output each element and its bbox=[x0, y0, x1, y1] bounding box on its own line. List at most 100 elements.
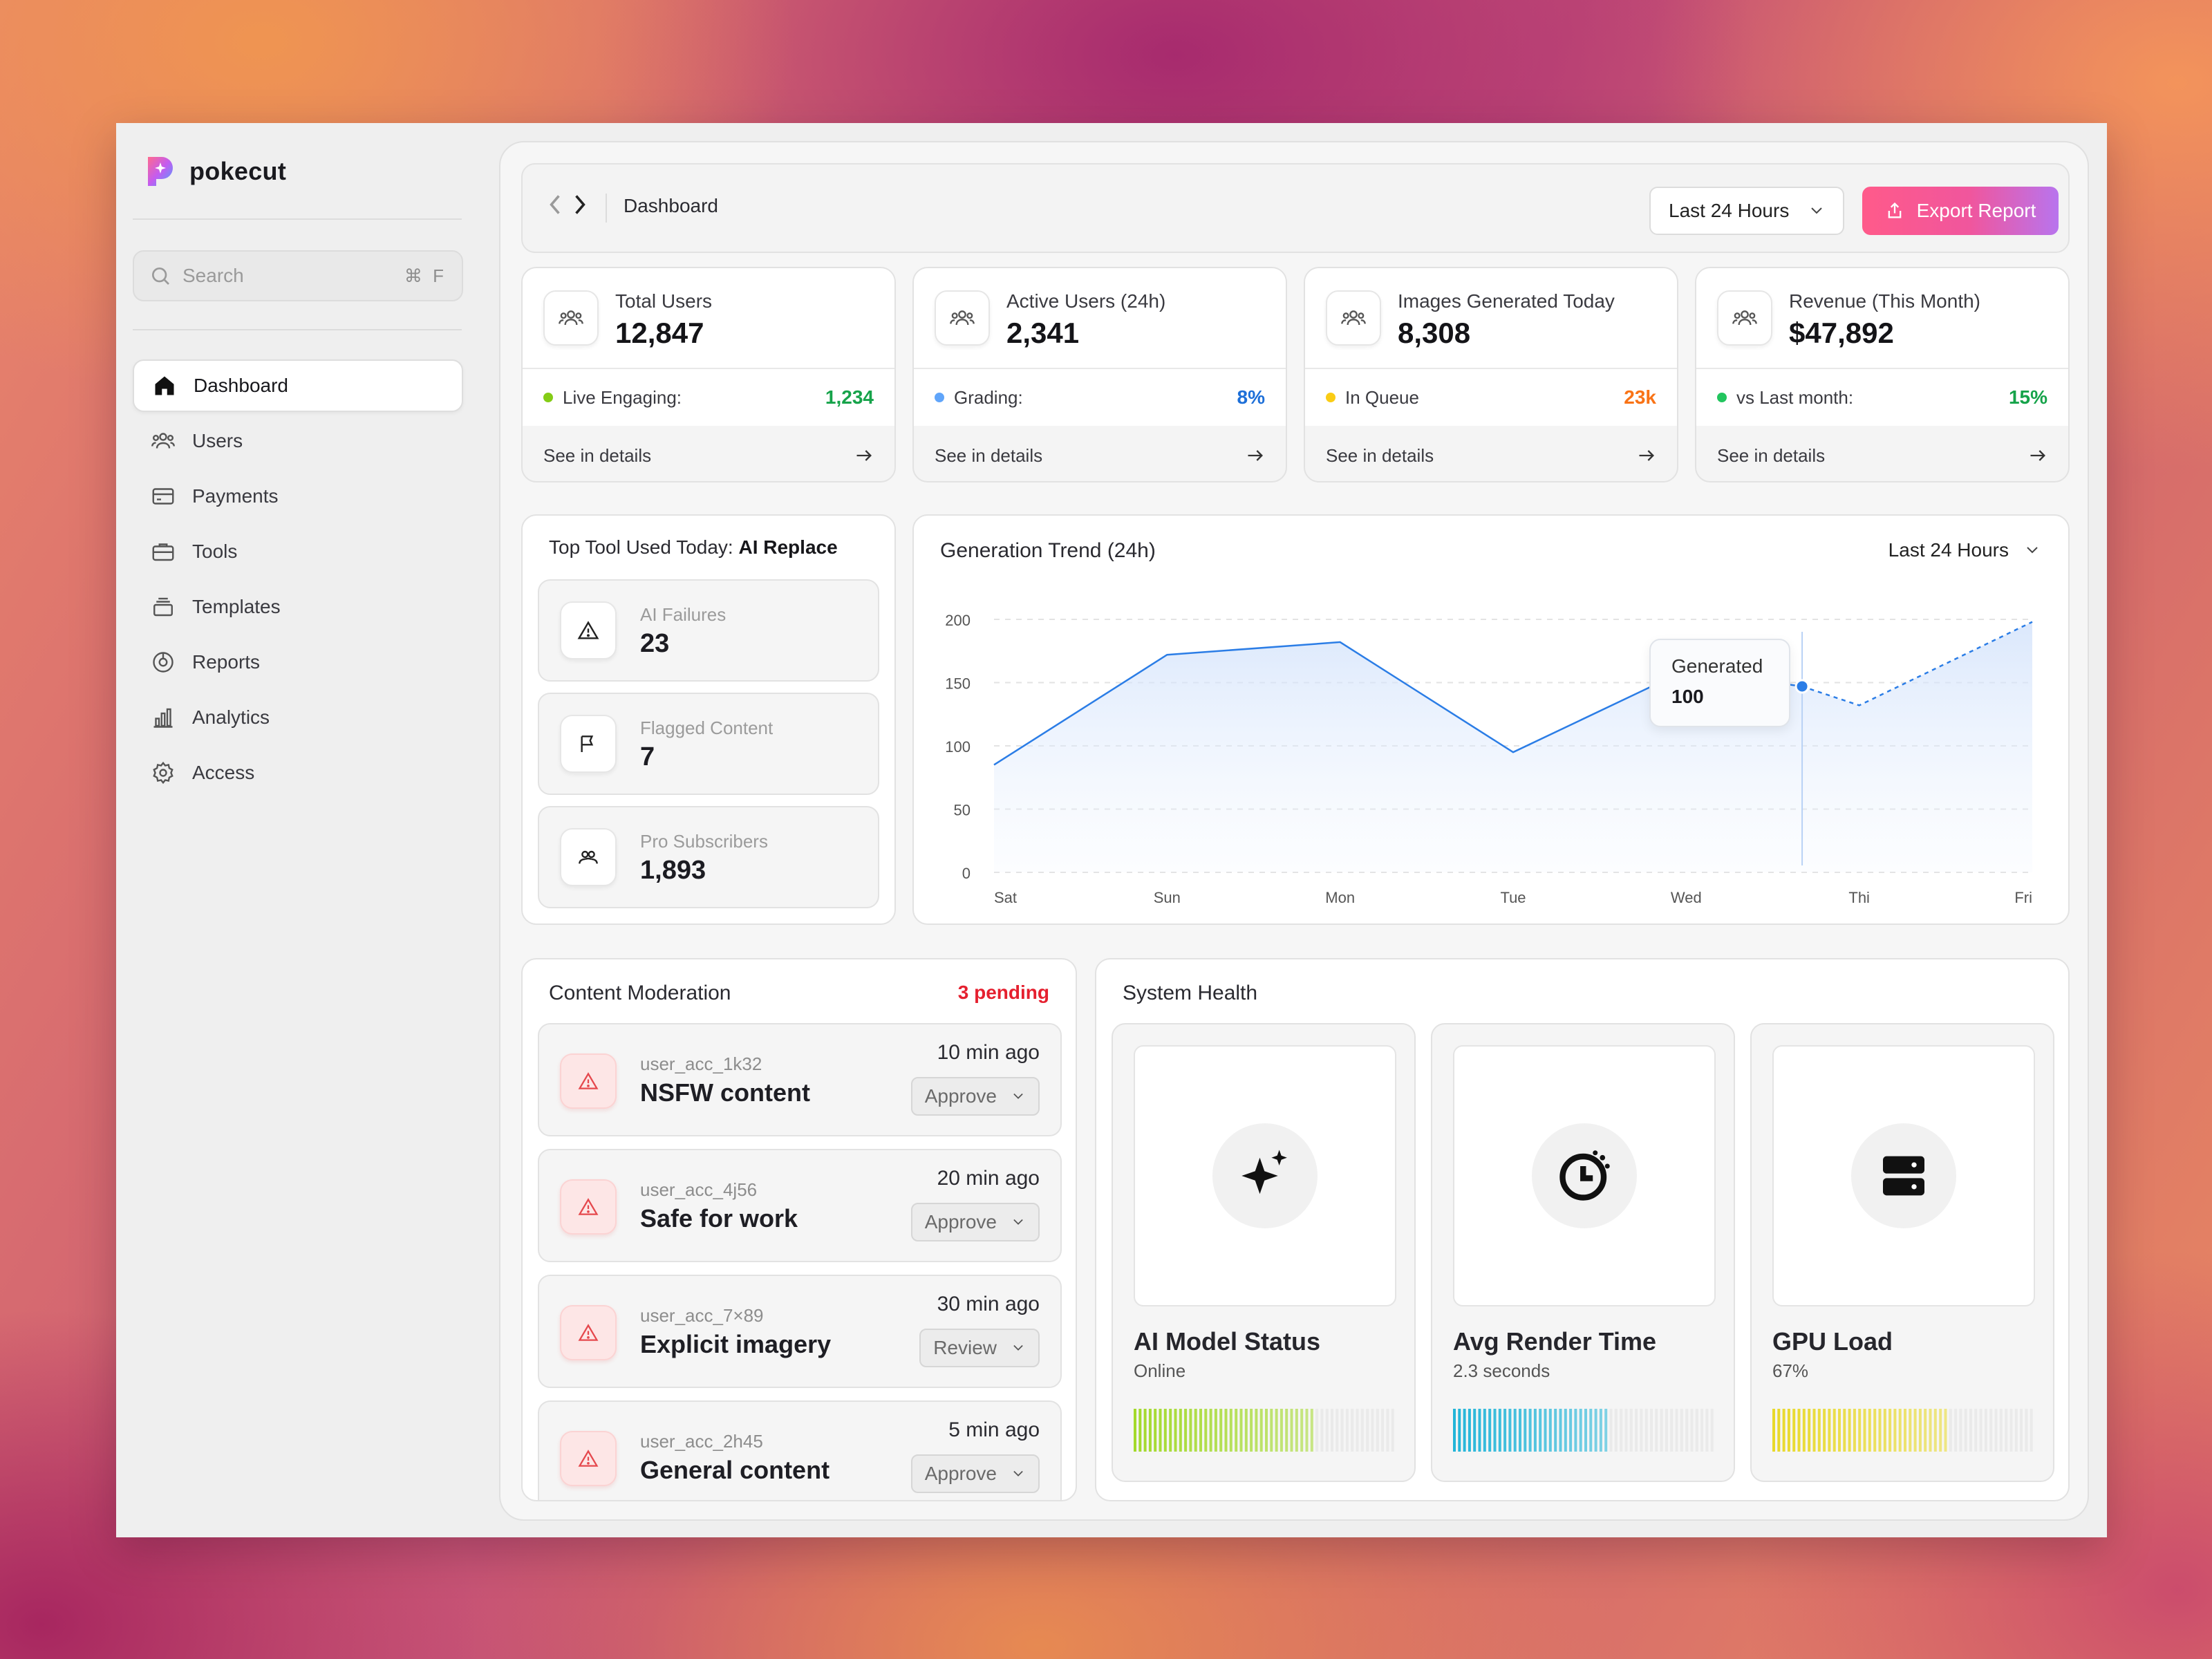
health-item-avg-render-time[interactable]: Avg Render Time 2.3 seconds bbox=[1431, 1023, 1735, 1482]
trend-chart[interactable]: 200 150 100 50 0 Sat Sun Mon Tue Wed Thi Fri bbox=[914, 516, 2071, 926]
moderation-item[interactable]: user_acc_1k32 NSFW content 10 min ago Ap… bbox=[538, 1023, 1062, 1136]
sidebar-item-templates[interactable]: Templates bbox=[133, 581, 463, 633]
health-bar-tick bbox=[1300, 1409, 1304, 1452]
see-details-link[interactable]: See in details bbox=[914, 427, 1286, 481]
health-bar-tick bbox=[1224, 1409, 1228, 1452]
see-details-link[interactable]: See in details bbox=[1305, 427, 1677, 481]
moderation-account: user_acc_2h45 bbox=[640, 1431, 763, 1452]
divider bbox=[133, 329, 462, 330]
users-icon bbox=[935, 290, 990, 346]
sidebar-item-payments[interactable]: Payments bbox=[133, 470, 463, 523]
tool-stat-pro-subscribers[interactable]: Pro Subscribers 1,893 bbox=[538, 806, 879, 908]
sidebar-item-label: Users bbox=[192, 430, 243, 451]
server-icon bbox=[1883, 1156, 1924, 1196]
stat-value: 12,847 bbox=[615, 317, 704, 349]
sparkle-icon bbox=[1241, 1150, 1287, 1194]
export-report-button[interactable]: Export Report bbox=[1862, 187, 2059, 235]
health-bar-tick bbox=[1868, 1409, 1871, 1452]
sidebar-item-users[interactable]: Users bbox=[133, 415, 463, 467]
status-dot bbox=[543, 393, 553, 402]
health-bar-tick bbox=[1777, 1409, 1781, 1452]
chevron-right-icon[interactable] bbox=[572, 192, 588, 217]
y-tick-label: 200 bbox=[945, 612, 971, 629]
stat-metric-value: 1,234 bbox=[825, 386, 874, 408]
see-details-link[interactable]: See in details bbox=[523, 427, 894, 481]
top-tool-title: Top Tool Used Today: AI Replace bbox=[549, 536, 838, 559]
sidebar-item-reports[interactable]: Reports bbox=[133, 636, 463, 688]
health-bar-tick bbox=[1285, 1409, 1288, 1452]
sidebar-item-access[interactable]: Access bbox=[133, 747, 463, 799]
see-details-label: See in details bbox=[935, 444, 1043, 466]
moderation-action-select[interactable]: Review bbox=[919, 1329, 1040, 1367]
search-input[interactable]: Search ⌘ F bbox=[133, 250, 463, 301]
arrow-right-icon bbox=[856, 450, 872, 461]
health-bar-tick bbox=[1209, 1409, 1212, 1452]
health-bar-tick bbox=[1335, 1409, 1339, 1452]
health-item-gpu-load[interactable]: GPU Load 67% bbox=[1750, 1023, 2054, 1482]
series-line-dashed bbox=[1801, 621, 2033, 706]
breadcrumb[interactable]: Dashboard bbox=[624, 195, 718, 216]
content-moderation-card: Content Moderation 3 pending user_acc_1k… bbox=[521, 958, 1077, 1501]
sidebar-item-label: Analytics bbox=[192, 706, 270, 728]
stat-card-images-generated: Images Generated Today 8,308 In Queue 23… bbox=[1304, 267, 1678, 482]
moderation-action-label: Review bbox=[933, 1337, 997, 1358]
health-bar-tick bbox=[1371, 1409, 1374, 1452]
tool-stat-ai-failures[interactable]: AI Failures 23 bbox=[538, 579, 879, 682]
stat-metric: Grading: 8% bbox=[914, 369, 1286, 426]
health-item-name: AI Model Status bbox=[1134, 1327, 1321, 1356]
moderation-action-label: Approve bbox=[924, 1211, 997, 1232]
health-bar-tick bbox=[1235, 1409, 1238, 1452]
y-tick-label: 150 bbox=[945, 675, 971, 693]
tool-stat-flagged-content[interactable]: Flagged Content 7 bbox=[538, 693, 879, 795]
health-bar-tick bbox=[1579, 1409, 1582, 1452]
status-dot bbox=[1717, 393, 1727, 402]
see-details-link[interactable]: See in details bbox=[1696, 427, 2068, 481]
warning-icon bbox=[560, 1053, 617, 1109]
sidebar-item-dashboard[interactable]: Dashboard bbox=[133, 359, 463, 412]
health-bars bbox=[1134, 1409, 1394, 1452]
arrow-right-icon bbox=[1639, 450, 1654, 461]
time-range-dropdown[interactable]: Last 24 Hours bbox=[1649, 187, 1844, 235]
chart-range-dropdown[interactable]: Last 24 Hours bbox=[1888, 539, 2041, 561]
health-bar-tick bbox=[1984, 1409, 1987, 1452]
health-bar-tick bbox=[1640, 1409, 1643, 1452]
health-bar-tick bbox=[1376, 1409, 1379, 1452]
moderation-item[interactable]: user_acc_7×89 Explicit imagery 30 min ag… bbox=[538, 1275, 1062, 1388]
moderation-action-label: Approve bbox=[924, 1463, 997, 1484]
warning-icon bbox=[560, 1431, 617, 1486]
health-bar-tick bbox=[1629, 1409, 1633, 1452]
moderation-item[interactable]: user_acc_4j56 Safe for work 20 min ago A… bbox=[538, 1149, 1062, 1262]
moderation-action-select[interactable]: Approve bbox=[910, 1203, 1040, 1241]
chevron-down-icon bbox=[1811, 207, 1822, 214]
moderation-action-label: Approve bbox=[924, 1085, 997, 1107]
sidebar-item-tools[interactable]: Tools bbox=[133, 525, 463, 578]
health-bars bbox=[1772, 1409, 2033, 1452]
moderation-action-select[interactable]: Approve bbox=[910, 1454, 1040, 1493]
chevron-down-icon bbox=[2027, 547, 2038, 554]
divider bbox=[133, 218, 462, 220]
users-icon bbox=[151, 433, 175, 449]
brand[interactable]: pokecut bbox=[144, 151, 286, 192]
status-dot bbox=[935, 393, 944, 402]
sidebar-item-label: Access bbox=[192, 762, 255, 783]
moderation-item[interactable]: user_acc_2h45 General content 5 min ago … bbox=[538, 1400, 1062, 1500]
health-bar-tick bbox=[1483, 1409, 1486, 1452]
health-bar-tick bbox=[1270, 1409, 1273, 1452]
health-bar-tick bbox=[1148, 1409, 1152, 1452]
health-bar-tick bbox=[1680, 1409, 1683, 1452]
health-bar-tick bbox=[1189, 1409, 1192, 1452]
tool-stat-label: AI Failures bbox=[640, 604, 727, 625]
sidebar-item-label: Payments bbox=[192, 485, 279, 507]
moderation-action-select[interactable]: Approve bbox=[910, 1077, 1040, 1116]
health-item-ai-model-status[interactable]: AI Model Status Online bbox=[1112, 1023, 1416, 1482]
health-bar-tick bbox=[1823, 1409, 1826, 1452]
stat-metric: Live Engaging: 1,234 bbox=[523, 369, 894, 426]
chevron-down-icon bbox=[1013, 1470, 1023, 1477]
health-bar-tick bbox=[1599, 1409, 1602, 1452]
sidebar-item-analytics[interactable]: Analytics bbox=[133, 691, 463, 744]
chevron-down-icon bbox=[1013, 1344, 1023, 1351]
health-item-sub: 2.3 seconds bbox=[1453, 1360, 1550, 1381]
chevron-left-icon[interactable] bbox=[547, 192, 563, 217]
health-bar-tick bbox=[1548, 1409, 1552, 1452]
health-bar-tick bbox=[1320, 1409, 1324, 1452]
